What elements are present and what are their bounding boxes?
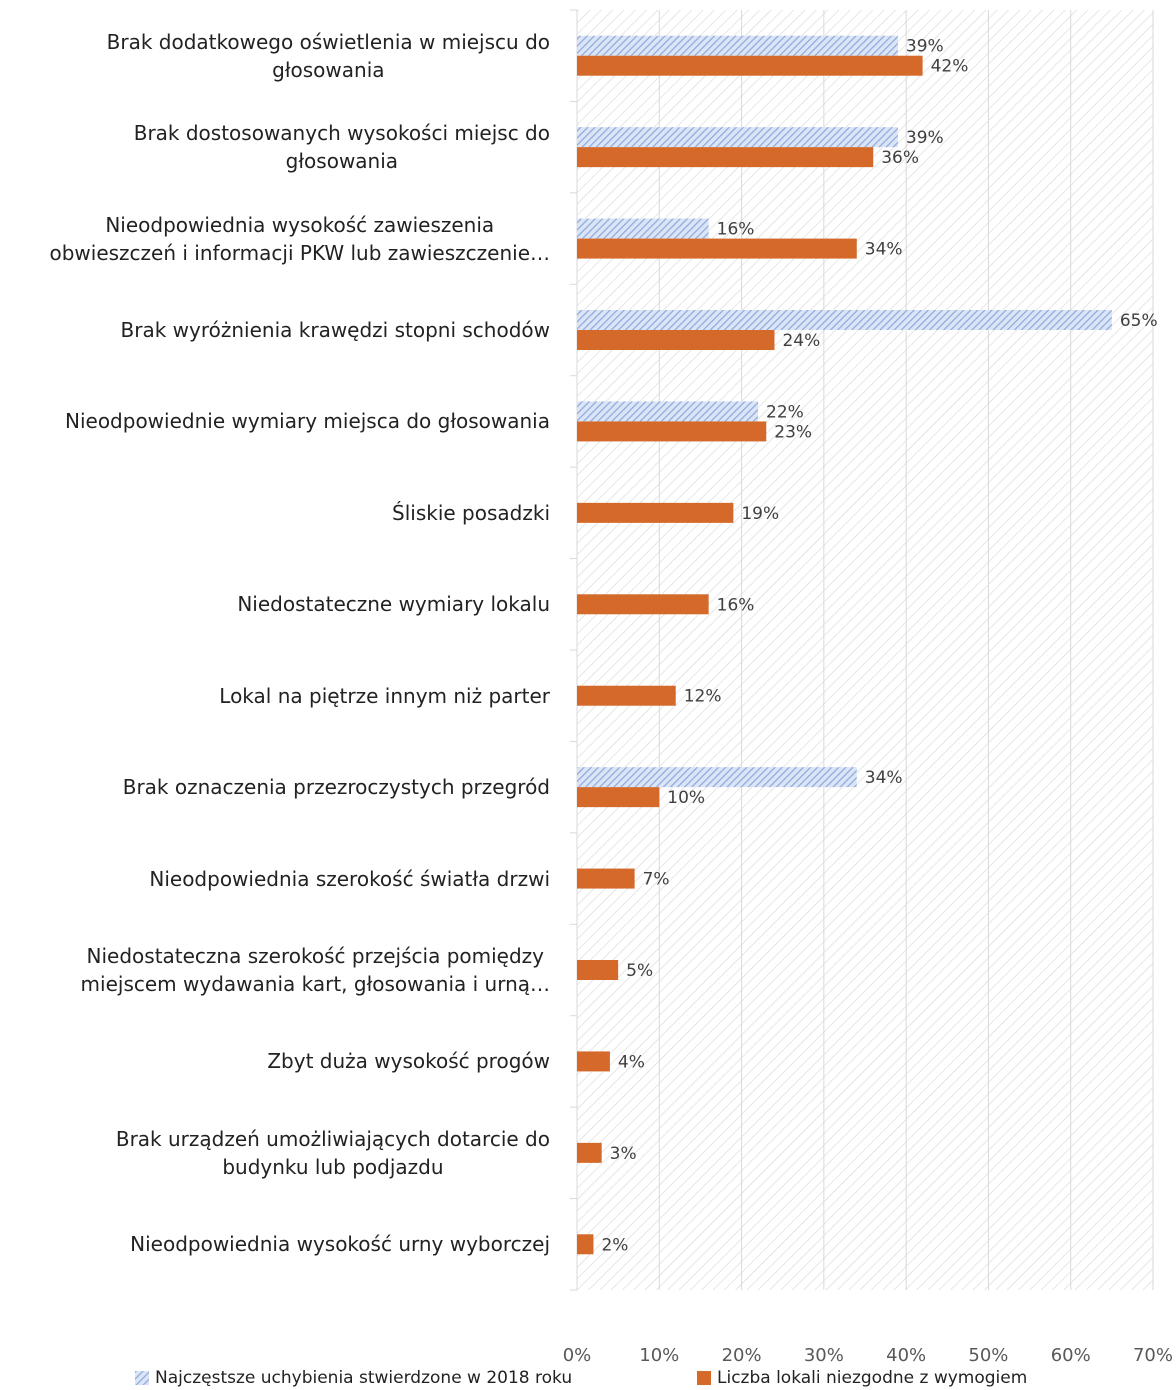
- y-tick-label: Nieodpowiednia wysokość urny wyborczej: [130, 1232, 550, 1257]
- data-label: 23%: [774, 422, 812, 442]
- bar: [577, 1142, 602, 1163]
- y-tick-label: Nieodpowiednie wymiary miejsca do głosow…: [65, 409, 550, 434]
- data-label: 12%: [684, 687, 722, 707]
- y-tick-label: Brak urządzeń umożliwiających dotarcie d…: [115, 1126, 550, 1179]
- data-label: 4%: [618, 1052, 645, 1072]
- bar: [577, 787, 660, 808]
- bar: [577, 502, 734, 523]
- x-tick-label: 0%: [563, 1345, 592, 1366]
- y-tick-label: Brak dodatkowego oświetlenia w miejscu d…: [106, 29, 550, 82]
- data-label: 39%: [906, 128, 944, 148]
- y-tick-label: Zbyt duża wysokość progów: [267, 1049, 550, 1074]
- x-tick-label: 60%: [1051, 1345, 1091, 1366]
- bar: [577, 1234, 594, 1255]
- y-tick-label: Brak dostosowanych wysokości miejsc do g…: [133, 121, 550, 174]
- bar: [577, 767, 857, 788]
- plot-background: [577, 10, 1153, 1290]
- bar: [577, 238, 857, 259]
- legend-label: Liczba lokali niezgodne z wymogiem: [717, 1368, 1028, 1388]
- x-tick-label: 70%: [1133, 1345, 1173, 1366]
- y-tick-label: Brak wyróżnienia krawędzi stopni schodów: [120, 318, 550, 342]
- x-tick-label: 10%: [639, 1345, 679, 1366]
- bar: [577, 55, 923, 76]
- bar: [577, 421, 767, 442]
- bar: [577, 960, 619, 980]
- data-label: 24%: [782, 331, 820, 351]
- bar: [577, 1051, 610, 1072]
- data-label: 5%: [626, 961, 653, 981]
- bar: [577, 147, 874, 168]
- x-tick-label: 40%: [886, 1345, 926, 1366]
- bar: [577, 310, 1112, 330]
- x-tick-label: 50%: [968, 1345, 1008, 1366]
- bar: [577, 330, 775, 350]
- bar: [577, 685, 676, 706]
- data-label: 34%: [865, 768, 903, 788]
- bar: [577, 401, 759, 422]
- y-tick-label: Niedostateczne wymiary lokalu: [237, 592, 550, 617]
- y-tick-label: Śliskie posadzki: [392, 500, 550, 525]
- bar: [577, 218, 709, 239]
- data-label: 10%: [667, 788, 705, 808]
- bar: [577, 594, 709, 615]
- data-label: 19%: [741, 504, 779, 524]
- data-label: 16%: [717, 595, 755, 615]
- y-tick-label: Niedostateczna szerokość przejścia pomię…: [80, 944, 550, 996]
- data-label: 36%: [881, 148, 919, 168]
- data-label: 42%: [931, 57, 969, 77]
- x-tick-label: 30%: [804, 1345, 844, 1366]
- data-label: 16%: [717, 220, 755, 240]
- data-label: 65%: [1120, 311, 1158, 331]
- legend-swatch: [697, 1371, 711, 1385]
- bar: [577, 35, 898, 56]
- y-tick-label: Lokal na piętrze innym niż parter: [219, 683, 550, 708]
- data-label: 34%: [865, 240, 903, 260]
- y-tick-label: Nieodpowiednia wysokość zawieszenia obwi…: [49, 212, 550, 265]
- data-label: 22%: [766, 402, 804, 422]
- legend-label: Najczęstsze uchybienia stwierdzone w 201…: [155, 1368, 573, 1388]
- data-label: 39%: [906, 37, 944, 57]
- legend-swatch: [135, 1371, 149, 1385]
- x-tick-label: 20%: [722, 1345, 762, 1366]
- data-label: 2%: [601, 1235, 628, 1255]
- data-label: 7%: [643, 870, 670, 890]
- data-label: 3%: [610, 1144, 637, 1164]
- y-tick-label: Nieodpowiednia szerokość światła drzwi: [149, 866, 550, 891]
- bar: [577, 127, 898, 148]
- y-tick-label: Brak oznaczenia przezroczystych przegród: [122, 775, 550, 800]
- bar: [577, 868, 635, 889]
